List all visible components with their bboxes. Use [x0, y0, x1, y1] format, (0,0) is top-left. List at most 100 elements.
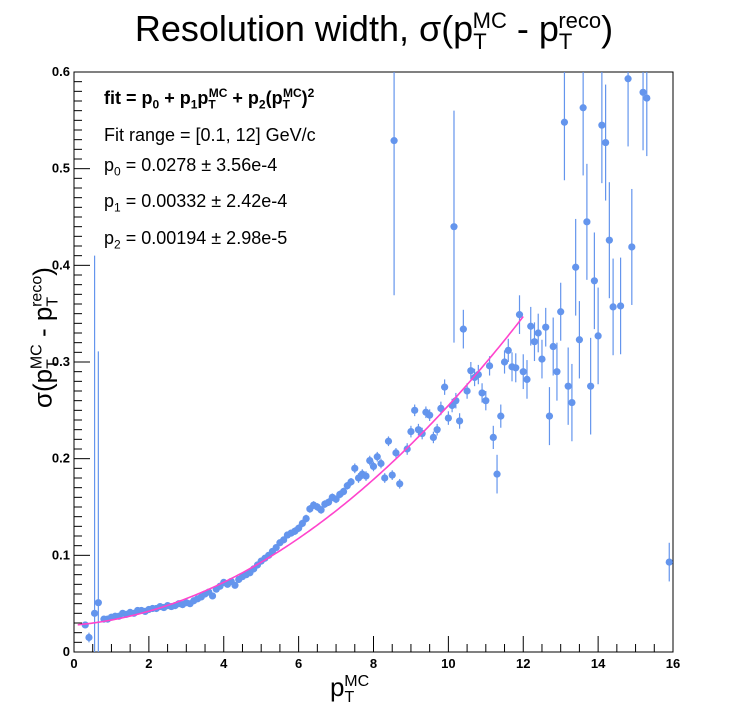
data-point — [332, 495, 340, 504]
data-point — [549, 317, 557, 376]
marker — [467, 367, 475, 375]
data-point — [390, 72, 398, 296]
data-point — [512, 353, 520, 383]
y-tick-label: 0 — [63, 644, 70, 659]
x-tick-label: 2 — [145, 656, 152, 671]
data-points — [81, 72, 673, 652]
marker — [485, 362, 494, 370]
data-point — [324, 498, 333, 507]
marker — [231, 581, 239, 589]
data-point — [598, 72, 606, 184]
marker — [579, 104, 587, 112]
marker — [560, 118, 569, 126]
data-point — [568, 363, 576, 442]
marker — [500, 358, 509, 366]
data-point — [373, 451, 381, 462]
marker — [602, 138, 610, 147]
data-point — [456, 413, 464, 429]
marker — [575, 336, 584, 344]
marker — [407, 428, 415, 436]
data-point — [392, 448, 400, 458]
data-point — [94, 351, 102, 652]
marker — [373, 453, 381, 461]
y-tick-label: 0.5 — [52, 161, 70, 176]
marker — [433, 426, 441, 434]
marker — [85, 633, 93, 642]
marker — [519, 368, 527, 376]
data-point — [362, 471, 370, 481]
marker — [459, 325, 467, 333]
fit-curve — [77, 316, 524, 626]
data-point — [605, 182, 613, 299]
marker — [90, 609, 99, 617]
marker — [396, 480, 404, 488]
data-point — [553, 342, 561, 401]
data-point — [609, 258, 617, 356]
data-point — [530, 322, 539, 362]
data-point — [504, 338, 512, 362]
marker — [280, 536, 288, 544]
marker — [639, 88, 647, 96]
marker — [463, 387, 471, 395]
marker — [426, 411, 434, 419]
marker — [390, 137, 398, 145]
data-point — [534, 313, 542, 353]
data-point — [523, 360, 531, 399]
marker — [272, 544, 280, 552]
data-point — [459, 309, 467, 349]
x-tick-label: 4 — [220, 656, 228, 671]
data-point — [500, 350, 509, 374]
data-point — [643, 72, 651, 157]
data-point — [302, 514, 310, 523]
data-point — [317, 506, 325, 514]
data-point — [280, 536, 288, 544]
marker — [94, 599, 102, 607]
data-point — [478, 383, 486, 403]
data-point — [381, 473, 389, 483]
marker — [388, 471, 396, 479]
marker — [530, 338, 539, 346]
x-tick-label: 8 — [370, 656, 377, 671]
marker — [295, 524, 303, 532]
data-point — [437, 401, 445, 416]
data-point — [564, 347, 572, 425]
x-tick-label: 12 — [516, 656, 530, 671]
data-point — [90, 255, 99, 652]
marker — [317, 506, 325, 514]
data-point — [497, 404, 505, 428]
marker — [493, 470, 501, 478]
data-point — [377, 458, 385, 469]
marker — [478, 389, 486, 397]
data-point — [579, 72, 587, 176]
marker — [549, 342, 557, 351]
marker — [553, 368, 561, 376]
data-point — [587, 337, 595, 435]
marker — [609, 303, 617, 311]
marker — [302, 515, 310, 523]
data-point — [429, 431, 437, 444]
marker — [332, 495, 340, 503]
data-point — [557, 282, 565, 341]
data-point — [444, 411, 452, 425]
marker — [583, 218, 591, 226]
x-tick-label: 6 — [295, 656, 302, 671]
data-point — [450, 110, 458, 343]
marker — [504, 346, 512, 354]
data-point — [384, 436, 393, 447]
marker — [456, 417, 464, 425]
fit-formula: fit = p0 + p1pTMC + p2(pTMC)2 — [104, 86, 315, 112]
data-point — [208, 592, 217, 600]
marker — [572, 263, 580, 271]
x-tick-label: 16 — [666, 656, 680, 671]
data-point — [493, 454, 501, 494]
data-point — [602, 84, 610, 201]
marker — [429, 433, 437, 441]
y-tick-label: 0.4 — [52, 257, 71, 272]
data-point — [515, 295, 524, 334]
data-point — [538, 339, 546, 379]
data-point — [616, 257, 625, 355]
marker — [298, 519, 306, 528]
data-point — [639, 72, 647, 151]
marker — [587, 382, 595, 390]
